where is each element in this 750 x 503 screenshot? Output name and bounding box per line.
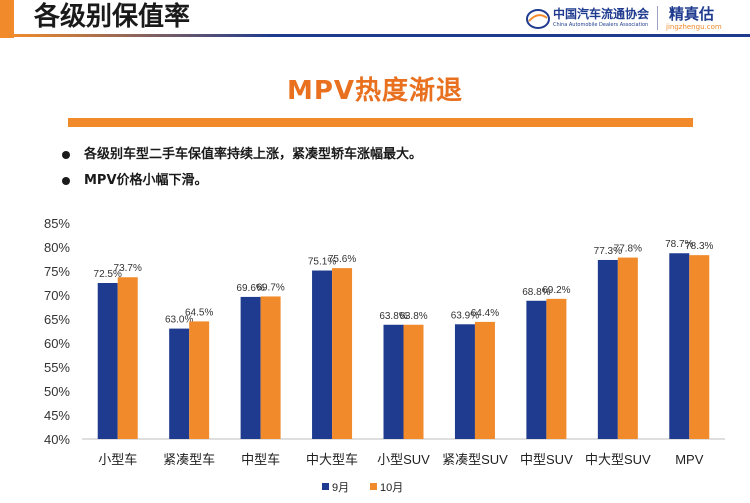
data-label: 63.8% bbox=[379, 311, 407, 322]
bar bbox=[189, 321, 210, 439]
bullet-dot bbox=[62, 151, 70, 159]
bullet-text: 各级别车型二手车保值率持续上涨，紧凑型轿车涨幅最大。 bbox=[84, 147, 423, 162]
data-label: 72.5% bbox=[94, 269, 122, 280]
bar bbox=[312, 270, 333, 439]
bar bbox=[260, 296, 281, 439]
legend-swatch bbox=[322, 483, 329, 490]
brand-block: 精真估 jingzhengu.com bbox=[666, 3, 748, 35]
header-divider bbox=[657, 6, 658, 30]
x-tick-label: 紧凑型SUV bbox=[442, 452, 508, 467]
data-label: 64.5% bbox=[185, 307, 213, 318]
page-title: 各级别保值率 bbox=[34, 2, 191, 32]
data-label: 63.8% bbox=[399, 311, 427, 322]
bar bbox=[546, 298, 567, 439]
bar bbox=[474, 321, 495, 439]
bar bbox=[383, 324, 404, 439]
y-tick-label: 40% bbox=[44, 432, 70, 447]
bullet-list: 各级别车型二手车保值率持续上涨，紧凑型轿车涨幅最大。 MPV价格小幅下滑。 bbox=[62, 142, 702, 194]
x-tick-label: 中大型SUV bbox=[585, 452, 651, 467]
data-label: 69.7% bbox=[256, 282, 284, 293]
y-tick-label: 60% bbox=[44, 336, 70, 351]
data-label: 68.8% bbox=[522, 287, 550, 298]
y-tick-label: 75% bbox=[44, 264, 70, 279]
header-stripe bbox=[14, 34, 750, 37]
bar bbox=[332, 268, 353, 439]
data-label: 63.9% bbox=[451, 310, 479, 321]
y-tick-label: 50% bbox=[44, 384, 70, 399]
org-block: 中国汽车流通协会 China Automobile Dealers Associ… bbox=[525, 4, 665, 34]
data-label: 63.0% bbox=[165, 315, 193, 326]
data-label: 77.8% bbox=[614, 244, 642, 255]
bullet-item: 各级别车型二手车保值率持续上涨，紧凑型轿车涨幅最大。 bbox=[62, 142, 702, 168]
bar bbox=[169, 328, 190, 439]
data-label: 73.7% bbox=[114, 263, 142, 274]
association-logo-icon bbox=[526, 9, 550, 29]
bar bbox=[597, 259, 618, 439]
x-tick-label: 中型车 bbox=[241, 452, 280, 467]
legend-label: 9月 bbox=[332, 482, 349, 494]
y-tick-label: 65% bbox=[44, 312, 70, 327]
brand-url: jingzhengu.com bbox=[666, 23, 722, 31]
header-accent bbox=[0, 0, 14, 38]
org-name: 中国汽车流通协会 bbox=[553, 7, 650, 21]
legend-label: 10月 bbox=[380, 482, 403, 494]
y-tick-label: 80% bbox=[44, 240, 70, 255]
bar bbox=[689, 255, 710, 439]
x-tick-label: 中型SUV bbox=[520, 452, 573, 467]
x-tick-label: 小型车 bbox=[98, 452, 137, 467]
legend-swatch bbox=[370, 483, 377, 490]
bar bbox=[117, 277, 138, 439]
y-tick-label: 85% bbox=[44, 216, 70, 231]
bar bbox=[669, 253, 690, 439]
brand-name: 精真估 bbox=[669, 5, 715, 23]
top-bar bbox=[0, 0, 750, 38]
bullet-item: MPV价格小幅下滑。 bbox=[62, 168, 702, 194]
data-label: 69.2% bbox=[542, 285, 570, 296]
bullet-text: MPV价格小幅下滑。 bbox=[84, 173, 208, 188]
y-tick-label: 45% bbox=[44, 408, 70, 423]
x-tick-label: 中大型车 bbox=[306, 452, 358, 467]
bullet-dot bbox=[62, 177, 70, 185]
x-tick-label: 小型SUV bbox=[377, 452, 430, 467]
bar bbox=[526, 300, 547, 439]
bar bbox=[403, 324, 424, 439]
data-label: 75.6% bbox=[328, 254, 356, 265]
data-label: 75.1% bbox=[308, 257, 336, 268]
data-label: 78.7% bbox=[665, 239, 693, 250]
data-label: 69.6% bbox=[236, 283, 264, 294]
bar bbox=[97, 283, 118, 439]
bar bbox=[240, 296, 261, 439]
headline: MPV热度渐退 bbox=[286, 76, 464, 106]
x-tick-label: 紧凑型车 bbox=[163, 452, 215, 467]
data-label: 64.4% bbox=[471, 308, 499, 319]
headline-rule bbox=[68, 118, 693, 127]
y-tick-label: 55% bbox=[44, 360, 70, 375]
data-label: 78.3% bbox=[685, 241, 713, 252]
bar bbox=[617, 257, 638, 439]
bar-chart: 40% 45% 50% 55% 60% 65% 70% 75% 80% 85% 72.5%73.7%… bbox=[44, 216, 725, 494]
data-label: 77.3% bbox=[594, 246, 622, 257]
y-tick-label: 70% bbox=[44, 288, 70, 303]
bar bbox=[454, 324, 475, 439]
x-tick-label: MPV bbox=[675, 452, 704, 467]
org-subtitle: China Automobile Dealers Association bbox=[553, 22, 649, 28]
